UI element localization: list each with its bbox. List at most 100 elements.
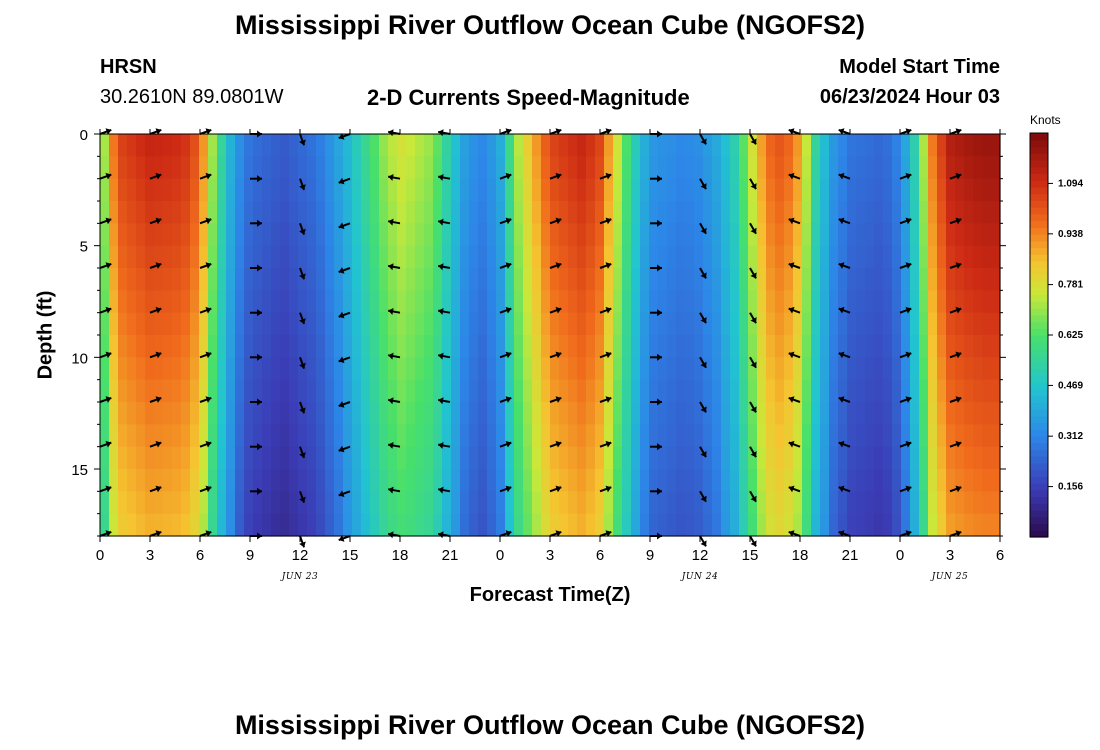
x-tick-label: 9 [246, 547, 254, 564]
heatmap-cell [397, 446, 407, 470]
current-vector [499, 485, 512, 493]
heatmap-cell [190, 335, 200, 358]
heatmap-cell [784, 268, 794, 291]
heatmap-cell [595, 402, 605, 425]
heatmap-cell [775, 134, 785, 157]
heatmap-cell [478, 357, 488, 381]
heatmap-cell [793, 245, 803, 269]
heatmap-cell [694, 469, 704, 492]
heatmap-cell [145, 446, 155, 470]
heatmap-cell [550, 134, 560, 157]
current-vector [838, 306, 851, 314]
heatmap-cell [577, 245, 587, 269]
heatmap-cell [739, 178, 749, 202]
current-vector [499, 306, 512, 314]
current-vector [650, 443, 662, 451]
heatmap-cell [676, 335, 686, 358]
heatmap-cell [658, 491, 668, 515]
x-tick-label: 3 [946, 547, 954, 564]
heatmap-cell [118, 156, 128, 180]
current-vector [699, 446, 707, 458]
current-vector [338, 401, 351, 408]
heatmap-cell [541, 513, 551, 537]
heatmap-cell [631, 379, 641, 403]
heatmap-cell [631, 402, 641, 425]
heatmap-cell [640, 335, 650, 358]
heatmap-cell [865, 469, 875, 492]
heatmap-cell [163, 134, 173, 157]
heatmap-cell [442, 491, 452, 515]
heatmap-cell [766, 491, 776, 515]
heatmap-cell [919, 156, 929, 180]
heatmap-cell [397, 335, 407, 358]
colorbar-segment [1030, 200, 1048, 208]
heatmap-cell [838, 513, 848, 537]
y-axis-label: Depth (ft) [34, 290, 57, 380]
heatmap-cell [820, 223, 830, 247]
heatmap-cell [811, 424, 821, 448]
heatmap-cell [874, 312, 884, 336]
heatmap-cell [829, 424, 839, 448]
current-vector [838, 440, 851, 448]
heatmap-cell [991, 134, 1001, 157]
heatmap-cell [514, 335, 524, 358]
heatmap-cell [370, 491, 380, 515]
colorbar-segment [1030, 449, 1048, 457]
heatmap-cell [343, 290, 353, 314]
heatmap-cell [298, 469, 308, 492]
heatmap-cell [136, 134, 146, 157]
heatmap-cell [181, 513, 191, 537]
heatmap-cell [226, 446, 236, 470]
heatmap-cell [190, 312, 200, 336]
heatmap-cell [595, 446, 605, 470]
current-vector [499, 217, 512, 225]
heatmap-cell [721, 223, 731, 247]
heatmap-cell [757, 201, 767, 224]
heatmap-cell [928, 469, 938, 492]
heatmap-cell [829, 156, 839, 180]
heatmap-cell [307, 513, 317, 537]
current-vector [899, 440, 912, 448]
colorbar-segment [1030, 254, 1048, 262]
heatmap-cell [397, 245, 407, 269]
heatmap-cell [883, 402, 893, 425]
current-vectors [99, 128, 962, 548]
heatmap-cell [694, 491, 704, 515]
heatmap-cell [586, 223, 596, 247]
heatmap-cell [586, 268, 596, 291]
heatmap-cell [109, 379, 119, 403]
heatmap-cell [784, 245, 794, 269]
heatmap-cell [874, 357, 884, 381]
heatmap-cell [262, 290, 272, 314]
heatmap-cell [361, 290, 371, 314]
heatmap-cell [334, 357, 344, 381]
heatmap-cell [415, 223, 425, 247]
heatmap-cell [361, 335, 371, 358]
heatmap-cell [604, 402, 614, 425]
heatmap-cell [811, 245, 821, 269]
heatmap-cell [820, 268, 830, 291]
heatmap-cell [964, 134, 974, 157]
heatmap-cell [523, 268, 533, 291]
heatmap-cell [199, 178, 209, 202]
heatmap-cell [847, 513, 857, 537]
heatmap-cell [478, 134, 488, 157]
current-vector [99, 396, 112, 403]
heatmap-cell [523, 491, 533, 515]
heatmap-cell [154, 223, 164, 247]
heatmap-cell [190, 513, 200, 537]
heatmap-cell [127, 513, 137, 537]
colorbar-segment [1030, 355, 1048, 363]
current-vector [949, 128, 962, 135]
heatmap-cell [154, 513, 164, 537]
heatmap-cell [829, 335, 839, 358]
heatmap-cell [253, 268, 263, 291]
heatmap-cell [640, 156, 650, 180]
heatmap-cell [874, 178, 884, 202]
heatmap-cell [316, 201, 326, 224]
heatmap-cell [496, 245, 506, 269]
heatmap-cell [874, 513, 884, 537]
heatmap-cell [406, 201, 416, 224]
heatmap-cell [640, 424, 650, 448]
current-vector [549, 172, 562, 180]
